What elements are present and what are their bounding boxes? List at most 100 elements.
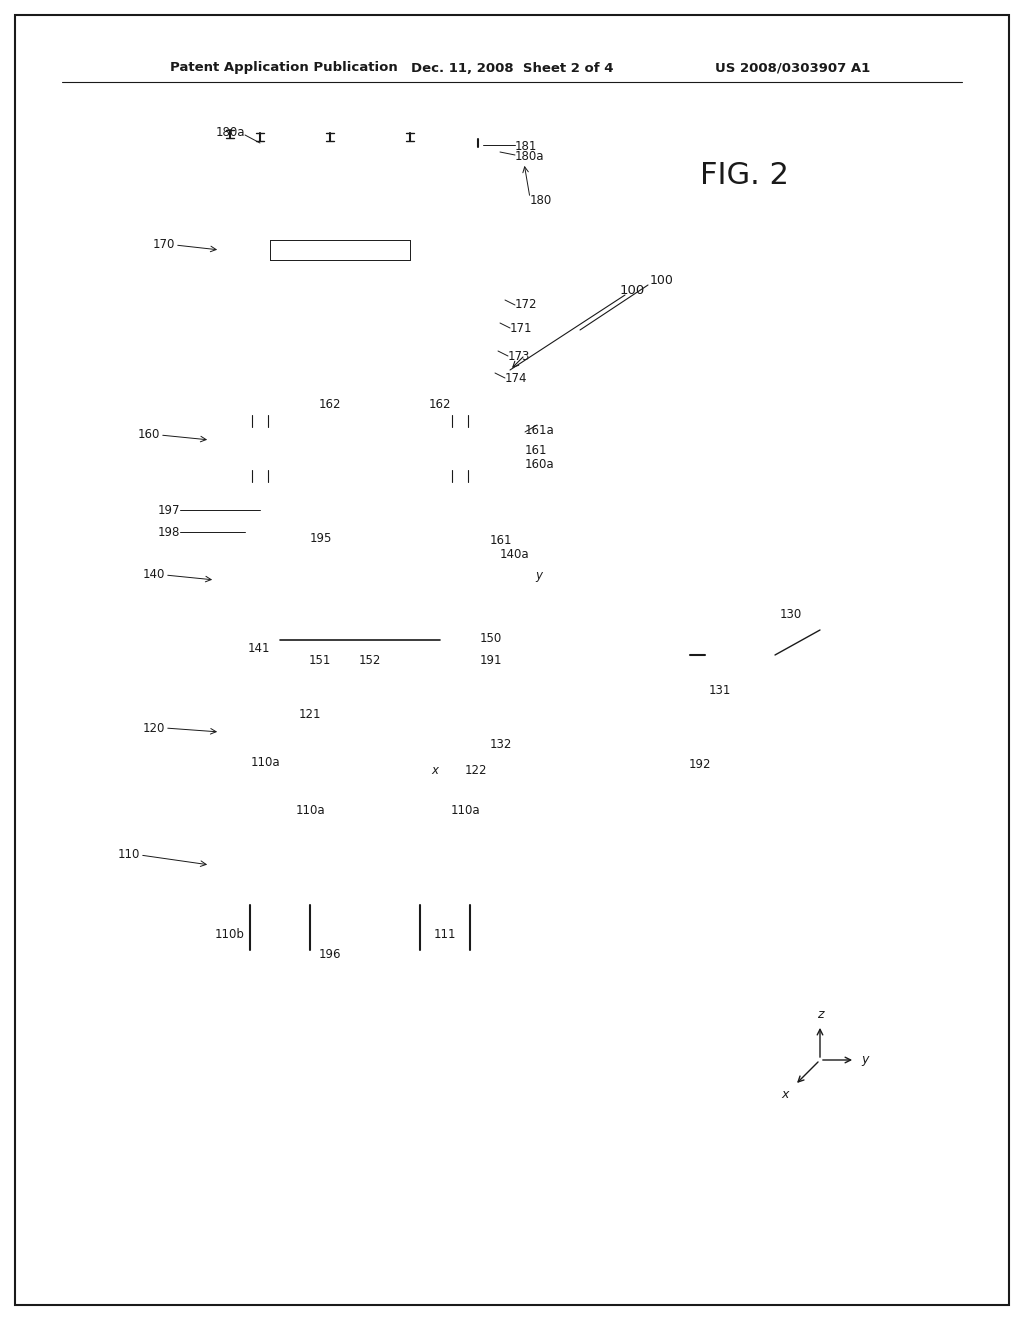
Polygon shape	[220, 154, 500, 173]
Ellipse shape	[252, 411, 268, 420]
Polygon shape	[275, 718, 445, 748]
Text: 122: 122	[465, 763, 487, 776]
Text: 110a: 110a	[451, 804, 480, 817]
Polygon shape	[215, 710, 505, 755]
Bar	[245, 525, 260, 537]
Text: Dec. 11, 2008  Sheet 2 of 4: Dec. 11, 2008 Sheet 2 of 4	[411, 62, 613, 74]
Polygon shape	[270, 420, 472, 428]
Text: 141: 141	[248, 642, 270, 655]
Polygon shape	[205, 420, 515, 475]
Bar	[500, 246, 515, 253]
Text: 181: 181	[515, 140, 538, 153]
Polygon shape	[500, 147, 522, 173]
Text: 100: 100	[650, 273, 674, 286]
Bar	[428, 635, 440, 647]
Ellipse shape	[316, 635, 324, 645]
Text: 110a: 110a	[295, 804, 325, 817]
Text: y: y	[535, 569, 542, 582]
Text: y: y	[861, 1053, 868, 1067]
Text: 140a: 140a	[500, 549, 529, 561]
Polygon shape	[470, 313, 490, 338]
Ellipse shape	[442, 506, 458, 515]
Text: 160: 160	[137, 429, 160, 441]
Polygon shape	[260, 348, 460, 364]
Bar	[505, 570, 525, 590]
Text: 162: 162	[318, 399, 341, 412]
Text: 110: 110	[118, 849, 140, 862]
Text: 173: 173	[508, 350, 530, 363]
Text: 110a: 110a	[250, 755, 280, 768]
Polygon shape	[270, 556, 470, 564]
Polygon shape	[270, 564, 450, 597]
Text: 150: 150	[480, 631, 502, 644]
Ellipse shape	[256, 135, 264, 140]
Ellipse shape	[252, 465, 268, 475]
Polygon shape	[215, 235, 505, 265]
Text: Patent Application Publication: Patent Application Publication	[170, 62, 397, 74]
Bar	[700, 705, 745, 744]
Polygon shape	[270, 428, 450, 469]
Text: FIG. 2: FIG. 2	[700, 161, 788, 190]
Ellipse shape	[274, 840, 286, 850]
Ellipse shape	[452, 422, 468, 432]
Text: 172: 172	[515, 298, 538, 312]
Text: 192: 192	[689, 759, 712, 771]
Ellipse shape	[326, 135, 334, 140]
Ellipse shape	[234, 840, 505, 906]
Polygon shape	[210, 546, 532, 554]
Ellipse shape	[306, 932, 314, 939]
Ellipse shape	[376, 635, 384, 645]
Ellipse shape	[305, 946, 315, 954]
Ellipse shape	[465, 946, 475, 954]
Bar	[280, 635, 292, 647]
Ellipse shape	[452, 465, 468, 475]
Ellipse shape	[382, 506, 398, 515]
Text: 162: 162	[429, 399, 452, 412]
Polygon shape	[250, 313, 490, 319]
Text: 152: 152	[358, 653, 381, 667]
Ellipse shape	[276, 932, 284, 939]
Ellipse shape	[336, 932, 344, 939]
Polygon shape	[250, 319, 470, 338]
Text: 140: 140	[142, 569, 165, 582]
Polygon shape	[450, 420, 472, 469]
Ellipse shape	[326, 635, 334, 645]
Ellipse shape	[321, 932, 329, 939]
Polygon shape	[215, 227, 527, 235]
Ellipse shape	[252, 422, 268, 432]
Ellipse shape	[356, 635, 364, 645]
Ellipse shape	[336, 635, 344, 645]
Bar	[500, 722, 520, 744]
Polygon shape	[265, 374, 455, 385]
Ellipse shape	[226, 131, 234, 137]
Text: x: x	[431, 763, 438, 776]
Ellipse shape	[245, 946, 255, 954]
Ellipse shape	[386, 635, 394, 645]
Text: z: z	[817, 1008, 823, 1022]
Bar	[200, 722, 220, 744]
Bar	[705, 630, 775, 675]
Text: 132: 132	[490, 738, 512, 751]
Text: 151: 151	[309, 653, 331, 667]
Ellipse shape	[415, 946, 425, 954]
Text: 180a: 180a	[215, 127, 245, 140]
Text: 198: 198	[158, 525, 180, 539]
Text: x: x	[781, 1089, 788, 1101]
Polygon shape	[240, 290, 480, 310]
Polygon shape	[205, 412, 537, 420]
Text: 170: 170	[153, 239, 175, 252]
Ellipse shape	[252, 477, 268, 487]
Ellipse shape	[205, 825, 535, 920]
Text: 196: 196	[318, 949, 341, 961]
Text: 121: 121	[299, 709, 322, 722]
Ellipse shape	[452, 411, 468, 420]
Polygon shape	[505, 227, 527, 265]
Text: 161a: 161a	[525, 424, 555, 437]
Text: 171: 171	[510, 322, 532, 334]
Ellipse shape	[473, 139, 483, 147]
Text: 161: 161	[490, 533, 512, 546]
Polygon shape	[265, 366, 475, 374]
Polygon shape	[275, 711, 465, 718]
Text: 120: 120	[142, 722, 165, 734]
Polygon shape	[480, 282, 500, 310]
